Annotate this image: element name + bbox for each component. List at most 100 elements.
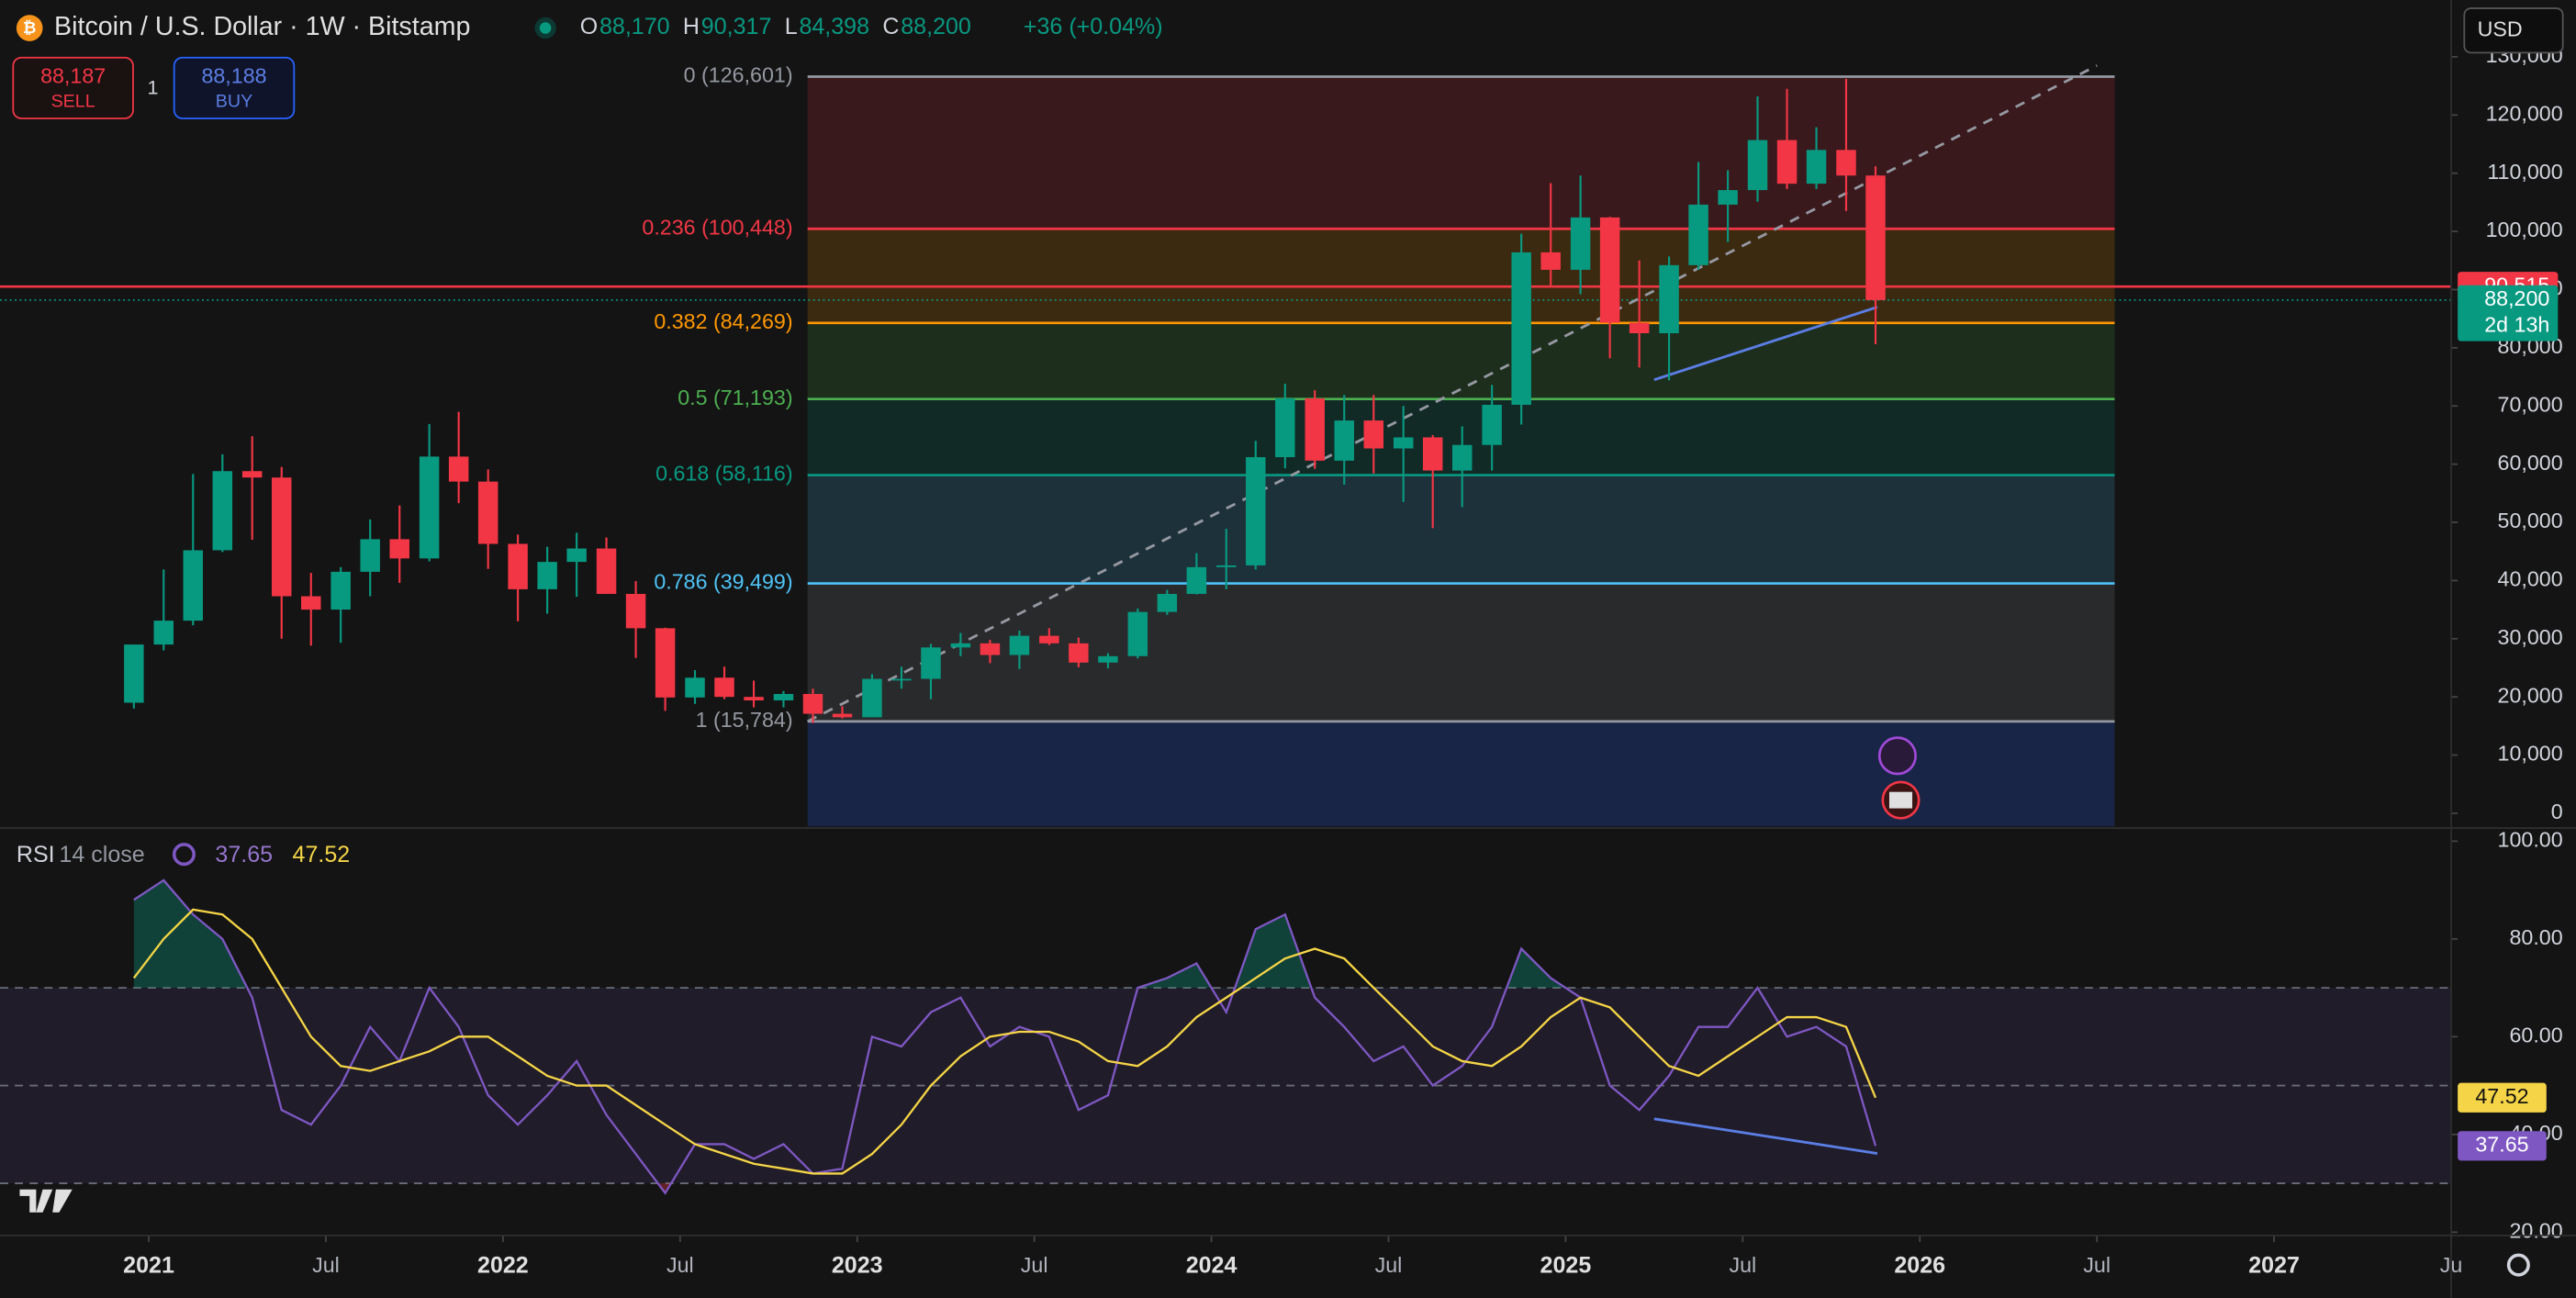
- candle-body: [419, 456, 440, 559]
- candle-body: [744, 697, 764, 700]
- candle-body: [1363, 420, 1384, 449]
- candle-body: [537, 562, 557, 589]
- ohlc-value: 90,317: [701, 14, 772, 39]
- candle-body: [1098, 655, 1118, 663]
- symbol-title[interactable]: Bitcoin / U.S. Dollar · 1W · Bitstamp: [54, 12, 470, 41]
- sell-price: 88,187: [40, 63, 106, 87]
- candle-body: [508, 543, 528, 589]
- bitcoin-icon: [16, 15, 43, 41]
- x-tick-label: Jul: [1729, 1253, 1756, 1277]
- event-icon[interactable]: [1877, 736, 1917, 776]
- x-tick-label: 2027: [2248, 1252, 2300, 1278]
- fib-extension-band: [807, 721, 2115, 827]
- candle-body: [1776, 140, 1798, 185]
- tradingview-logo[interactable]: [19, 1189, 73, 1213]
- y-tick-label: 50,000: [2498, 509, 2563, 532]
- rsi-title: RSI: [17, 842, 55, 867]
- candle-body: [183, 550, 204, 621]
- candle-body: [950, 643, 971, 648]
- bitcoin-glyph: ₿: [23, 18, 37, 37]
- ohlc-value: 88,170: [599, 14, 670, 39]
- candle-body: [1540, 252, 1561, 270]
- candle-body: [212, 471, 233, 551]
- rsi-divergence-line: [1653, 1117, 1878, 1155]
- candle-body: [1659, 264, 1679, 334]
- candle-body: [773, 694, 794, 700]
- ohlc-key: H: [683, 14, 700, 39]
- candle-body: [1747, 140, 1768, 191]
- y-tick-label: 110,000: [2487, 160, 2562, 184]
- price-label-box: [2458, 285, 2559, 341]
- y-tick-label: 10,000: [2498, 742, 2563, 766]
- rsi-tick-label: 60.00: [2509, 1023, 2562, 1046]
- x-tick-label: Jul: [2083, 1253, 2111, 1277]
- y-tick-label: 20,000: [2498, 683, 2563, 707]
- ohlc-key: C: [882, 14, 899, 39]
- trend-line: [1653, 306, 1878, 382]
- candle-body: [714, 677, 734, 698]
- settings-icon[interactable]: [2506, 1253, 2530, 1277]
- candle-body: [862, 678, 882, 718]
- candle-body: [891, 678, 912, 681]
- x-tick-label: 2021: [123, 1252, 174, 1278]
- x-tick-label: 2025: [1540, 1252, 1592, 1278]
- candle-body: [1393, 437, 1414, 449]
- candle-body: [1334, 420, 1354, 461]
- rsi-tick-label: 100.00: [2498, 828, 2563, 852]
- candle-body: [330, 571, 351, 610]
- candle-body: [360, 539, 380, 572]
- candle-body: [1305, 398, 1325, 461]
- fib-band: [807, 583, 2115, 722]
- buy-label: BUY: [216, 91, 252, 111]
- candle-body: [832, 713, 853, 718]
- price-change: +36 (+0.04%): [1024, 14, 1163, 39]
- rsi-line: [133, 878, 1877, 1195]
- fib-band: [807, 229, 2115, 323]
- rsi-params: 14 close: [59, 842, 144, 867]
- candle-body: [1865, 175, 1886, 300]
- sell-button[interactable]: [12, 56, 134, 119]
- x-tick-label: Jul: [1375, 1253, 1403, 1277]
- fib-band: [807, 76, 2115, 229]
- x-tick-label: Jul: [666, 1253, 694, 1277]
- y-tick-label: 40,000: [2498, 567, 2563, 591]
- fib-level-label: 0.786 (39,499): [654, 570, 792, 594]
- rsi-ma-value: 47.52: [293, 842, 351, 867]
- fib-level-label: 1 (15,784): [696, 708, 793, 732]
- candle-body: [685, 677, 705, 698]
- rsi-ma-line: [132, 908, 1877, 1175]
- candle-body: [921, 647, 941, 679]
- fib-level-label: 0.236 (100,448): [642, 215, 792, 239]
- x-tick-label: 2026: [1894, 1252, 1945, 1278]
- rsi-value-label: 47.52: [2475, 1084, 2528, 1108]
- candle-body: [980, 643, 1001, 655]
- candle-body: [301, 596, 321, 610]
- candle-body: [1806, 150, 1827, 185]
- fib-level-label: 0 (126,601): [684, 63, 793, 87]
- currency-select[interactable]: [2463, 7, 2564, 54]
- candle-body: [1570, 217, 1591, 270]
- countdown-label: 2d 13h: [2484, 313, 2549, 337]
- buy-button[interactable]: [173, 56, 296, 119]
- y-tick-label: 30,000: [2498, 625, 2563, 649]
- candle-body: [477, 481, 498, 544]
- plot-layer: 0 (126,601) 0.236 (100,448) 0.382 (84,269)…: [0, 43, 2563, 1278]
- fib-band: [807, 322, 2115, 399]
- fib-level-label: 0.618 (58,116): [655, 462, 793, 486]
- rsi-refresh-icon[interactable]: [172, 843, 196, 867]
- x-tick-label: 2022: [477, 1252, 529, 1278]
- candle-body: [596, 548, 617, 594]
- ohlc-key: L: [785, 14, 798, 39]
- x-tick-label: Jul: [312, 1253, 340, 1277]
- candle-body: [124, 644, 144, 703]
- y-tick-label: 120,000: [2486, 101, 2563, 125]
- candle-body: [1069, 643, 1089, 663]
- candle-body: [625, 593, 646, 629]
- trend-line: [807, 64, 2098, 723]
- candle-body: [1275, 398, 1295, 458]
- rsi-tick-label: 20.00: [2509, 1218, 2562, 1242]
- order-quantity[interactable]: 1: [147, 76, 158, 98]
- candle-body: [241, 471, 263, 478]
